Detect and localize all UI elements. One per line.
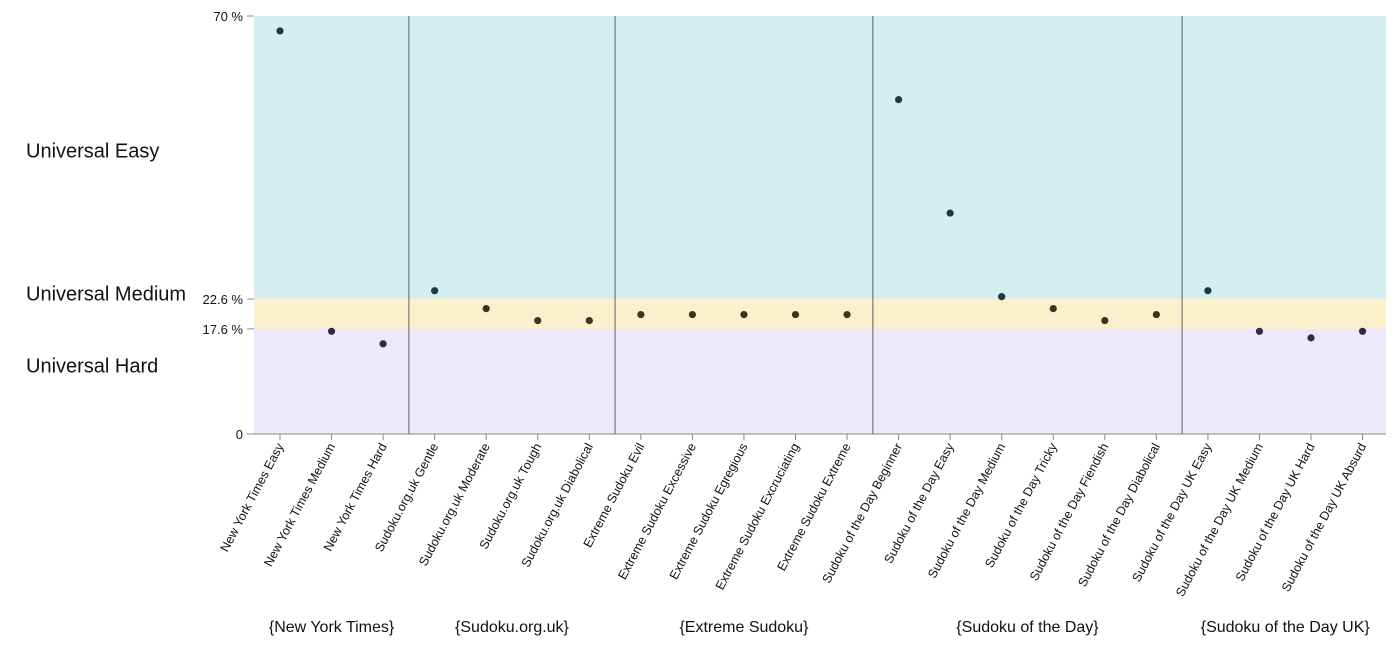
group-label-2: {Sudoku.org.uk} [455, 619, 570, 636]
data-point-9 [688, 310, 697, 319]
category-label-20: Sudoku of the Day UK Medium [1173, 441, 1266, 599]
group-labels: {New York Times} {Sudoku.org.uk} {Extreme … [269, 619, 1371, 636]
data-point-4 [431, 287, 439, 295]
data-point-14 [946, 209, 954, 217]
group-separators [408, 16, 1183, 434]
data-point-18 [1152, 310, 1160, 319]
band-3 [254, 328, 1386, 434]
data-point-2 [327, 327, 336, 335]
data-point-21 [1307, 334, 1315, 342]
group-label-5: {Sudoku of the Day UK} [1201, 619, 1371, 636]
data-point-11 [791, 310, 800, 319]
data-point-19 [1204, 287, 1212, 295]
data-points [276, 27, 1367, 348]
band-1 [254, 16, 1386, 300]
data-point-12 [843, 310, 851, 319]
group-label-4: {Sudoku of the Day} [956, 619, 1099, 636]
group-label-1: {New York Times} [269, 619, 395, 636]
y-tick-label-2: 17.6 % [203, 322, 244, 337]
y-tick-label-1: 0 [236, 427, 243, 442]
data-point-1 [276, 27, 284, 35]
data-point-10 [740, 310, 748, 319]
data-point-20 [1255, 327, 1264, 335]
data-point-13 [895, 96, 903, 104]
data-point-17 [1101, 316, 1109, 325]
data-point-22 [1358, 327, 1367, 335]
axes: 0 17.6 % 22.6 % 70 % [203, 9, 1386, 442]
data-point-16 [1049, 305, 1057, 313]
band-label-3: Universal Hard [26, 355, 158, 377]
data-point-5 [482, 305, 490, 313]
band-layer [254, 16, 1386, 434]
data-point-15 [998, 293, 1006, 301]
group-label-3: {Extreme Sudoku} [679, 619, 809, 636]
data-point-8 [637, 310, 645, 319]
y-tick-label-4: 70 % [213, 9, 243, 24]
band-labels: Universal Easy Universal Medium Universal … [26, 140, 186, 377]
band-label-2: Universal Medium [26, 284, 186, 306]
data-point-7 [585, 316, 593, 325]
band-label-1: Universal Easy [26, 140, 159, 162]
data-point-3 [379, 340, 387, 348]
band-2 [254, 299, 1386, 329]
data-point-6 [534, 316, 542, 325]
y-tick-label-3: 22.6 % [203, 292, 244, 307]
